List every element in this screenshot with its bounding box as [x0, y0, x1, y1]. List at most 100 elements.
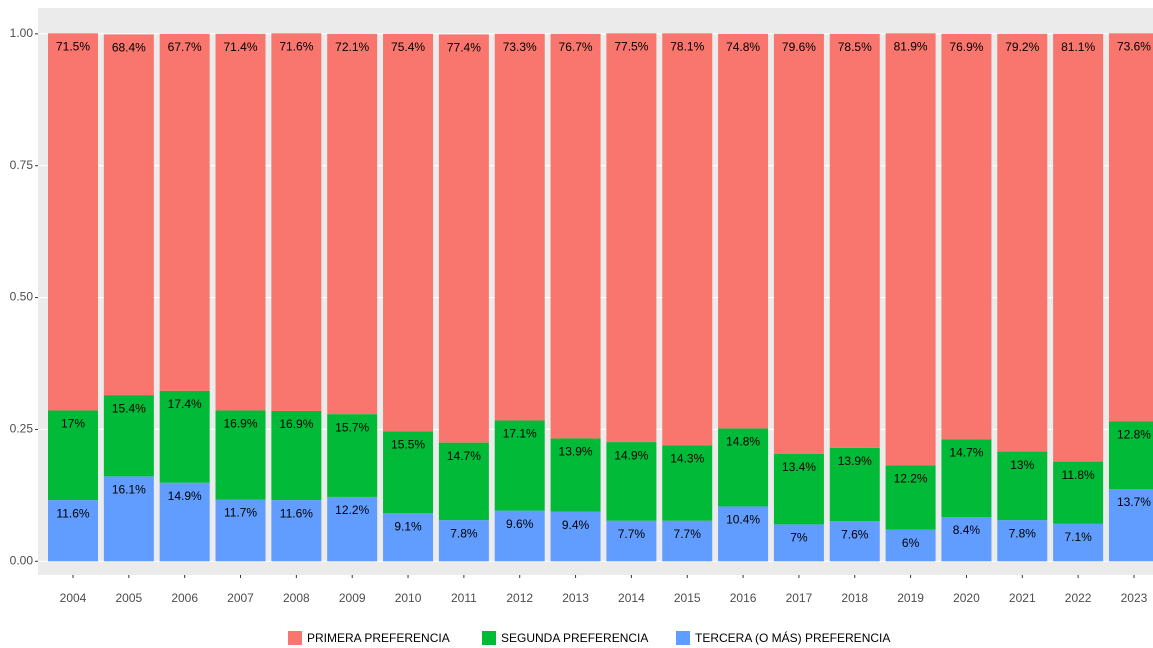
- data-label: 71.6%: [279, 39, 313, 53]
- x-tick-label: 2023: [1121, 591, 1148, 605]
- x-tick-label: 2009: [339, 591, 366, 605]
- bar-segment: [773, 453, 824, 525]
- data-label: 7%: [790, 531, 808, 545]
- bar-segment: [383, 431, 434, 514]
- bar-segment: [159, 390, 210, 483]
- bar-segment: [1108, 489, 1153, 562]
- y-tick-label: 0.25: [10, 422, 34, 436]
- y-tick-label: 0.00: [10, 553, 34, 567]
- x-tick-label: 2016: [730, 591, 757, 605]
- legend-label: SEGUNDA PREFERENCIA: [501, 631, 648, 645]
- data-label: 73.6%: [1117, 39, 1151, 53]
- bar-segment: [438, 520, 489, 562]
- data-label: 12.2%: [894, 471, 928, 485]
- x-tick-label: 2007: [227, 591, 254, 605]
- bar-segment: [438, 34, 489, 443]
- data-label: 13%: [1010, 458, 1034, 472]
- bar-segment: [215, 410, 266, 500]
- data-label: 14.7%: [447, 449, 481, 463]
- legend-label: TERCERA (O MÁS) PREFERENCIA: [695, 630, 890, 645]
- data-label: 14.3%: [670, 451, 704, 465]
- data-label: 12.2%: [335, 503, 369, 517]
- x-tick-label: 2015: [674, 591, 701, 605]
- data-label: 81.9%: [894, 39, 928, 53]
- data-label: 15.5%: [391, 438, 425, 452]
- x-tick-label: 2004: [60, 591, 87, 605]
- bar-segment: [885, 33, 936, 466]
- x-tick-label: 2006: [171, 591, 198, 605]
- data-label: 72.1%: [335, 40, 369, 54]
- data-label: 78.1%: [670, 39, 704, 53]
- data-label: 9.1%: [394, 519, 422, 533]
- bar-segment: [885, 465, 936, 530]
- legend-key: [482, 631, 496, 645]
- data-label: 16.9%: [224, 417, 258, 431]
- data-label: 11.6%: [280, 506, 313, 520]
- bar-segment: [48, 410, 98, 501]
- bar-segment: [1108, 421, 1153, 490]
- data-label: 13.7%: [1117, 495, 1151, 509]
- bar-segment: [1053, 523, 1104, 562]
- bar-segment: [48, 33, 98, 411]
- bar-segment: [494, 510, 545, 562]
- data-label: 17.1%: [503, 427, 537, 441]
- bar-segment: [606, 520, 657, 562]
- y-tick-label: 0.75: [10, 158, 34, 172]
- x-tick-label: 2011: [451, 591, 477, 605]
- bar-segment: [829, 447, 880, 522]
- bar-segment: [1108, 33, 1153, 422]
- data-label: 74.8%: [726, 40, 760, 54]
- data-label: 15.7%: [335, 420, 369, 434]
- data-label: 77.5%: [614, 39, 648, 53]
- bar-segment: [215, 499, 266, 562]
- bar-segment: [550, 511, 601, 562]
- bar-segment: [773, 524, 824, 562]
- data-label: 12.8%: [1117, 428, 1151, 442]
- data-label: 79.2%: [1005, 40, 1039, 54]
- bar-segment: [327, 414, 378, 497]
- data-label: 78.5%: [838, 40, 872, 54]
- legend-label: PRIMERA PREFERENCIA: [307, 631, 450, 645]
- data-label: 13.9%: [838, 454, 872, 468]
- data-label: 15.4%: [112, 401, 146, 415]
- bar-segment: [383, 33, 434, 432]
- data-label: 14.9%: [168, 489, 202, 503]
- data-label: 11.7%: [224, 506, 257, 520]
- bar-segment: [997, 451, 1048, 521]
- bar-segment: [941, 516, 992, 562]
- bar-segment: [494, 420, 545, 511]
- bar-segment: [103, 34, 154, 396]
- x-tick-label: 2010: [395, 591, 422, 605]
- data-label: 73.3%: [503, 40, 537, 54]
- x-tick-label: 2018: [841, 591, 868, 605]
- data-label: 14.7%: [949, 446, 983, 460]
- x-tick-label: 2017: [786, 591, 813, 605]
- bar-segment: [718, 33, 769, 429]
- data-label: 75.4%: [391, 40, 425, 54]
- bar-segment: [662, 520, 713, 562]
- data-label: 13.9%: [559, 445, 593, 459]
- data-label: 71.4%: [224, 40, 258, 54]
- data-label: 9.6%: [506, 517, 534, 531]
- bar-segment: [829, 33, 880, 448]
- data-label: 11.8%: [1062, 468, 1095, 482]
- data-label: 68.4%: [112, 41, 146, 55]
- x-tick-label: 2021: [1009, 591, 1036, 605]
- bar-segment: [550, 33, 601, 439]
- data-label: 6%: [902, 536, 920, 550]
- bar-segment: [662, 445, 713, 521]
- x-tick-label: 2019: [897, 591, 924, 605]
- bar-segment: [997, 33, 1048, 452]
- data-label: 81.1%: [1061, 40, 1095, 54]
- data-label: 71.5%: [56, 39, 90, 53]
- data-label: 8.4%: [953, 523, 981, 537]
- x-tick-label: 2014: [618, 591, 645, 605]
- data-label: 14.8%: [726, 435, 760, 449]
- data-label: 79.6%: [782, 40, 816, 54]
- bar-segment: [438, 442, 489, 521]
- legend-key: [288, 631, 302, 645]
- data-label: 7.8%: [450, 526, 478, 540]
- bar-segment: [48, 500, 98, 562]
- data-label: 7.8%: [1009, 526, 1037, 540]
